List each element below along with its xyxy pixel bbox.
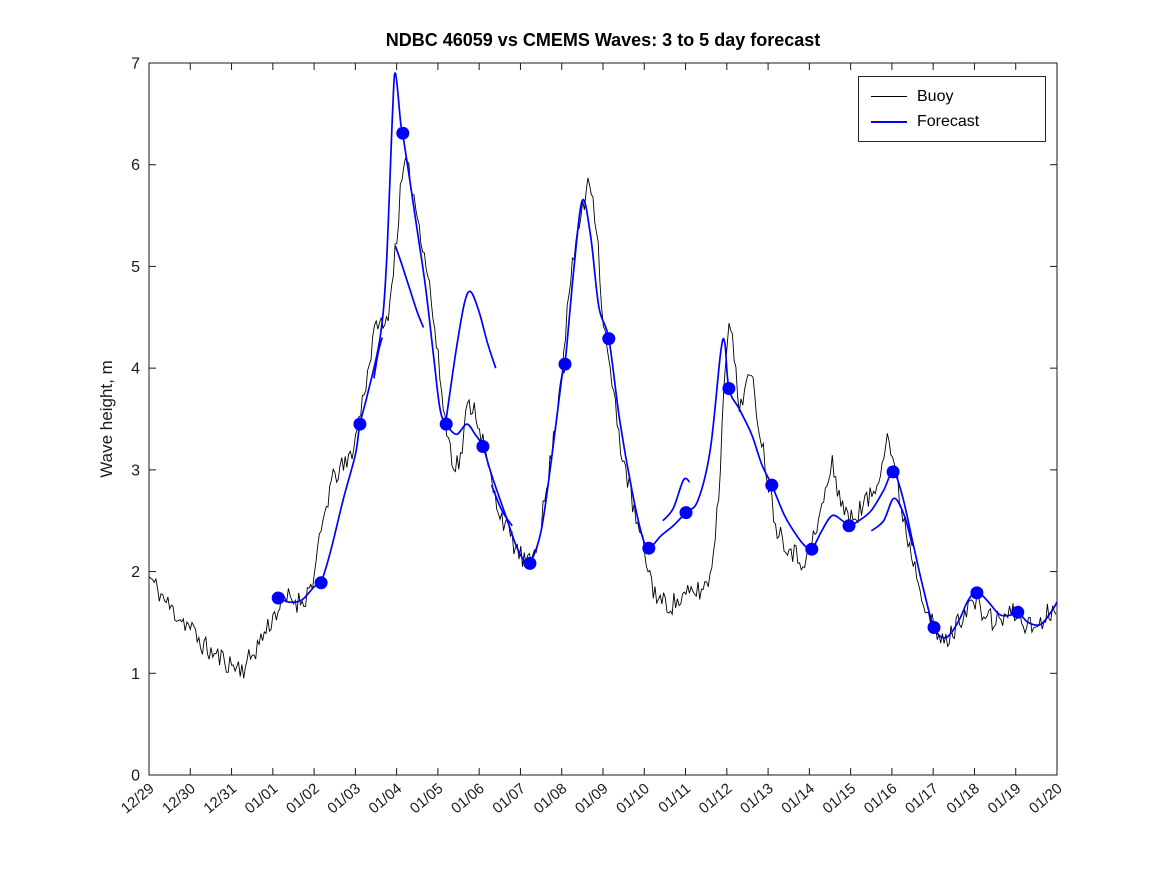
forecast-marker: [970, 586, 984, 600]
forecast-extra-segment: [373, 337, 384, 379]
x-tick-label: 01/06: [448, 780, 488, 817]
y-tick-label: 7: [131, 56, 140, 73]
x-tick-label: 01/19: [985, 780, 1025, 817]
forecast-markers: [271, 126, 1025, 634]
forecast-marker: [886, 465, 900, 479]
forecast-marker: [722, 382, 736, 395]
x-tick-label: 01/04: [366, 780, 406, 817]
x-tick-label: 01/14: [778, 780, 818, 817]
buoy-series-line: [148, 157, 1057, 679]
forecast-marker: [842, 519, 856, 533]
y-tick-label: 0: [131, 768, 140, 785]
legend-label-forecast: Forecast: [917, 113, 980, 130]
x-tick-label: 01/02: [283, 780, 323, 817]
forecast-marker: [927, 621, 941, 634]
legend-item-buoy: Buoy: [871, 84, 1045, 109]
forecast-marker: [805, 542, 819, 556]
x-tick-label: 01/20: [1026, 780, 1066, 817]
forecast-marker: [396, 126, 410, 140]
y-tick-label: 4: [131, 361, 140, 378]
forecast-marker: [271, 591, 285, 605]
forecast-marker: [558, 357, 572, 371]
forecast-marker: [602, 332, 616, 346]
x-tick-label: 01/01: [242, 780, 282, 817]
forecast-extra-segment: [445, 290, 497, 420]
forecast-marker: [314, 576, 328, 590]
x-tick-label: 01/03: [324, 780, 364, 817]
x-tick-label: 01/13: [737, 780, 777, 817]
x-tick-label: 12/29: [118, 780, 158, 817]
x-tick-label: 01/10: [613, 780, 653, 817]
x-tick-label: 01/09: [572, 780, 612, 817]
y-tick-label: 6: [131, 157, 140, 174]
forecast-extra-segment: [490, 484, 513, 527]
forecast-marker: [1011, 605, 1025, 619]
x-tick-label: 12/30: [159, 780, 199, 817]
x-tick-label: 12/31: [200, 780, 240, 817]
x-axis: 12/29 12/30 12/31 01/01 01/02 01/03 01/04 01/05…: [118, 63, 1066, 817]
x-tick-label: 01/11: [655, 780, 694, 816]
forecast-series-line: [272, 72, 1058, 639]
legend-label-buoy: Buoy: [917, 88, 954, 105]
forecast-marker: [439, 417, 453, 431]
forecast-marker: [679, 506, 693, 520]
forecast-extra-segment: [662, 477, 691, 522]
x-tick-label: 01/17: [902, 780, 942, 817]
y-axis-label: Wave height, m: [97, 360, 116, 478]
x-tick-label: 01/07: [489, 780, 529, 817]
x-tick-label: 01/05: [407, 780, 447, 817]
x-tick-label: 01/08: [531, 780, 571, 817]
buoy-line-swatch: [871, 96, 907, 97]
forecast-line-swatch: [871, 120, 907, 123]
chart-title: NDBC 46059 vs CMEMS Waves: 3 to 5 day fo…: [385, 30, 821, 50]
forecast-marker: [353, 417, 367, 431]
x-tick-label: 01/18: [943, 780, 983, 817]
y-axis: 0 1 2 3 4 5 6 7: [131, 56, 1057, 785]
x-tick-label: 01/15: [820, 780, 860, 817]
forecast-extra-segment: [394, 245, 425, 328]
axis-box: [148, 62, 1058, 776]
y-tick-label: 3: [131, 462, 140, 479]
x-tick-label: 01/16: [861, 780, 901, 817]
forecast-marker: [523, 556, 537, 570]
x-tick-label: 01/12: [696, 780, 736, 817]
forecast-extra-segment: [870, 497, 914, 547]
legend: Buoy Forecast: [858, 76, 1046, 142]
forecast-marker: [642, 541, 656, 555]
legend-item-forecast: Forecast: [871, 109, 1045, 134]
forecast-marker: [765, 478, 779, 492]
forecast-marker: [476, 440, 490, 453]
y-tick-label: 1: [131, 666, 140, 683]
y-tick-label: 2: [131, 564, 140, 581]
y-tick-label: 5: [131, 259, 140, 276]
